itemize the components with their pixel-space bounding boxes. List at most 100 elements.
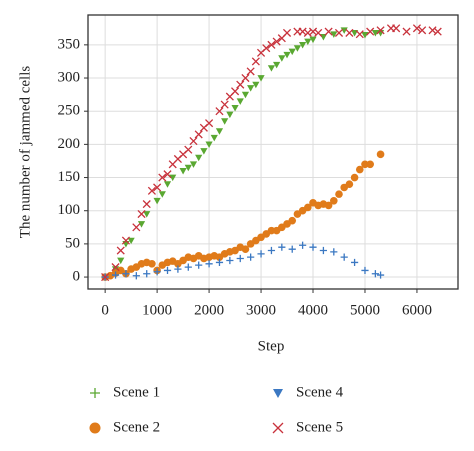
point bbox=[158, 173, 167, 182]
point bbox=[340, 253, 348, 261]
x-tick-label: 2000 bbox=[194, 302, 224, 318]
point bbox=[148, 259, 156, 268]
y-tick-label: 300 bbox=[58, 69, 81, 85]
legend-marker bbox=[272, 422, 284, 434]
y-tick-label: 250 bbox=[58, 103, 81, 119]
point bbox=[200, 148, 208, 155]
point bbox=[189, 136, 198, 146]
point bbox=[163, 170, 172, 179]
point bbox=[241, 245, 250, 253]
point bbox=[194, 130, 203, 139]
point bbox=[278, 243, 286, 251]
point bbox=[132, 272, 140, 280]
point bbox=[215, 107, 224, 116]
legend-label: Scene 2 bbox=[113, 419, 160, 435]
point bbox=[283, 51, 291, 59]
x-tick-label: 3000 bbox=[246, 302, 276, 318]
x-tick-label: 5000 bbox=[350, 302, 380, 318]
point bbox=[371, 270, 379, 278]
point bbox=[428, 26, 437, 35]
point bbox=[251, 57, 260, 66]
point bbox=[153, 197, 161, 205]
point bbox=[163, 266, 172, 275]
y-tick-label: 350 bbox=[58, 36, 81, 52]
x-tick-label: 6000 bbox=[402, 302, 432, 318]
point bbox=[282, 28, 292, 37]
y-tick-label: 50 bbox=[65, 235, 80, 251]
point bbox=[236, 80, 245, 89]
point bbox=[288, 48, 296, 56]
point bbox=[163, 181, 172, 188]
point bbox=[153, 268, 161, 276]
point bbox=[278, 55, 286, 62]
point bbox=[246, 67, 255, 76]
point bbox=[231, 87, 240, 96]
point bbox=[236, 254, 244, 263]
point bbox=[205, 141, 213, 148]
point bbox=[335, 190, 343, 198]
point bbox=[252, 81, 260, 89]
point bbox=[205, 119, 214, 128]
point bbox=[116, 246, 125, 255]
point bbox=[117, 257, 125, 265]
point bbox=[412, 24, 422, 33]
y-tick-label: 100 bbox=[58, 202, 81, 218]
point bbox=[299, 241, 307, 249]
point bbox=[308, 27, 318, 36]
point bbox=[303, 28, 312, 37]
point bbox=[361, 266, 369, 275]
y-tick-label: 0 bbox=[73, 268, 81, 284]
point bbox=[101, 272, 110, 282]
point bbox=[330, 31, 338, 38]
point bbox=[293, 45, 302, 52]
point bbox=[195, 154, 203, 162]
point bbox=[324, 201, 333, 210]
point bbox=[184, 145, 193, 154]
point bbox=[226, 256, 234, 265]
point bbox=[298, 27, 307, 36]
point bbox=[355, 165, 364, 174]
point bbox=[309, 36, 317, 44]
y-tick-label: 200 bbox=[58, 136, 81, 152]
point bbox=[361, 32, 369, 39]
point bbox=[143, 211, 151, 218]
point bbox=[366, 160, 374, 169]
x-tick-label: 4000 bbox=[298, 302, 328, 318]
point bbox=[137, 209, 146, 219]
point bbox=[137, 221, 146, 228]
point bbox=[262, 44, 271, 53]
point bbox=[158, 191, 166, 198]
point bbox=[221, 118, 229, 125]
point bbox=[361, 160, 369, 169]
point bbox=[402, 27, 411, 36]
legend-marker bbox=[89, 422, 101, 434]
point bbox=[309, 243, 317, 251]
point bbox=[179, 168, 187, 175]
point bbox=[205, 260, 213, 268]
legend-label: Scene 5 bbox=[296, 419, 343, 435]
point bbox=[267, 226, 276, 235]
point bbox=[132, 223, 141, 232]
x-axis-label: Step bbox=[258, 338, 285, 354]
point bbox=[147, 186, 156, 195]
point bbox=[215, 128, 224, 135]
point bbox=[153, 183, 162, 192]
point bbox=[319, 246, 328, 255]
point bbox=[345, 28, 354, 37]
point bbox=[371, 30, 379, 37]
legend-marker bbox=[90, 388, 100, 398]
point bbox=[226, 111, 234, 119]
legend-label: Scene 1 bbox=[113, 384, 160, 400]
point bbox=[314, 28, 323, 37]
point bbox=[324, 27, 333, 36]
point bbox=[288, 245, 296, 253]
point bbox=[210, 134, 218, 142]
point bbox=[143, 270, 151, 278]
point bbox=[231, 105, 239, 112]
point bbox=[334, 28, 344, 37]
point bbox=[350, 258, 359, 267]
point bbox=[267, 246, 276, 255]
legend-label: Scene 4 bbox=[296, 384, 344, 400]
point bbox=[273, 61, 281, 69]
point bbox=[340, 27, 348, 34]
